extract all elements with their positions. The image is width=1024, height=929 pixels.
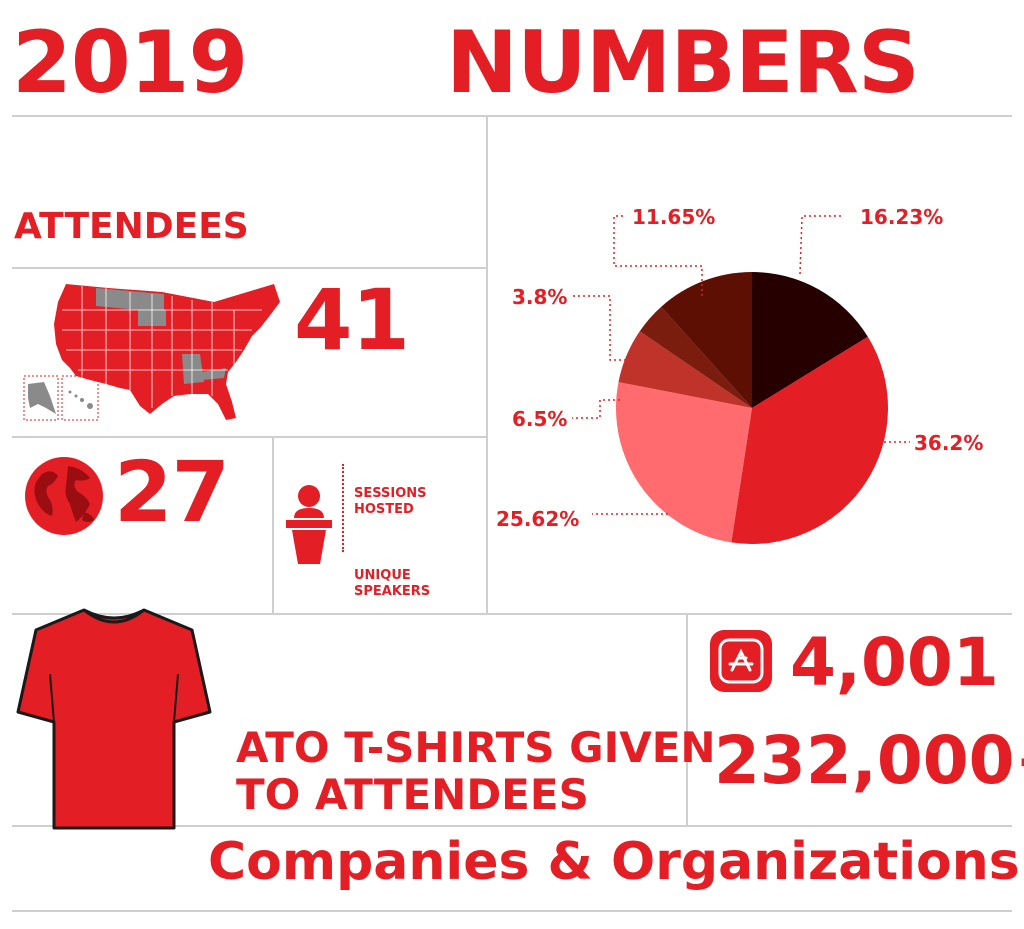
state-borders [62,286,262,408]
pie-slice-label: 16.23% [860,205,943,229]
pie-chart: 16.23% 36.2% 25.62% 6.5% 3.8% 11.65% [496,205,983,544]
states-count: 41 [294,271,410,369]
attendees-heading: ATTENDEES [14,206,249,247]
pie-slice [752,272,868,408]
app-store-icon [710,630,772,692]
tshirt-caption-line1: ATO T-SHIRTS GIVEN [236,723,716,772]
pie-slice-label: 11.65% [632,205,715,229]
apps-count-secondary: 232,000+ [714,722,1024,799]
companies-organizations-label: Companies & Organizations [208,832,1020,892]
us-mainland-map [54,284,280,420]
pie-slice [616,382,752,543]
hawaii-shape [68,390,93,409]
pie-leader-line [799,215,842,275]
hawaii-inset-frame [61,375,99,421]
pie-leader-line [572,295,626,361]
us-map-icon [23,284,280,421]
divider-middle [12,613,1012,615]
pie-slice-label: 6.5% [512,407,567,431]
speaker-podium-icon [286,485,332,564]
year-heading: 2019 [12,13,248,113]
sessions-dotted-connector [342,464,352,552]
tshirt-caption-line2: TO ATTENDEES [236,770,589,819]
apps-count-primary: 4,001 [790,624,999,701]
unique-speakers-label: UNIQUE SPEAKERS [354,568,431,599]
divider-top [12,115,1012,117]
divider-bottom [12,910,1012,912]
divider-apps [686,615,688,825]
pie-slice [618,331,752,408]
pie-slice [639,306,752,408]
divider-center [486,117,488,613]
pie-leader-line [572,399,620,419]
page-title: NUMBERS [446,13,920,113]
pie-slice-label: 36.2% [914,431,983,455]
divider-map [12,436,486,438]
pie-leader-line [613,215,703,296]
sessions-hosted-label: SESSIONS HOSTED [354,486,427,517]
divider-globe [272,438,274,613]
pie-slice-label: 3.8% [512,285,567,309]
gray-states [96,288,226,384]
pie-slice [731,336,888,544]
alaska-shape [28,382,56,414]
divider-lower [12,825,1012,827]
divider-attendees [12,267,486,269]
pie-slice-label: 25.62% [496,507,579,531]
alaska-inset-frame [23,375,59,421]
countries-count: 27 [114,443,230,541]
pie-slice [661,272,752,408]
globe-icon [25,457,103,535]
tshirt-icon [16,608,212,830]
